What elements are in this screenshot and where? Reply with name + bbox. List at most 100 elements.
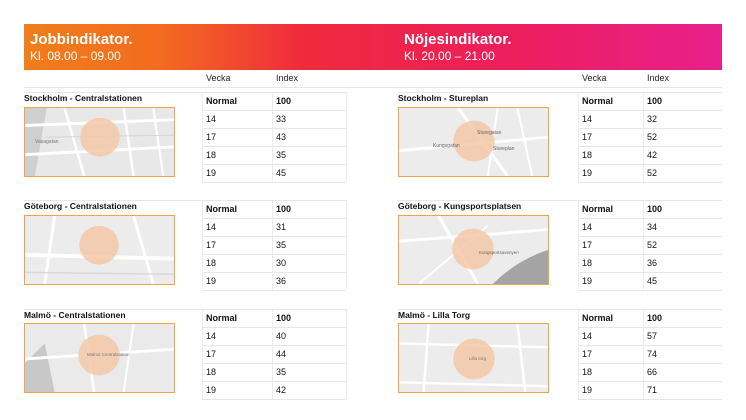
week-cell: 17 [582,349,593,359]
map-label: Stureplan [493,146,515,152]
location-label: Stockholm - Stureplan [398,93,489,103]
column-divider [346,200,347,290]
week-cell: 19 [206,385,217,395]
map-label: Malmö Centralstation [87,352,130,357]
row-divider [578,218,722,219]
index-cell: 57 [647,331,658,341]
row-divider [578,381,722,382]
index-cell: 71 [647,385,658,395]
row-divider [578,272,722,273]
row-divider [202,254,346,255]
column-divider [643,200,644,290]
week-cell: 14 [582,114,593,124]
left-subtitle: Kl. 08.00 – 09.00 [30,49,121,63]
index-cell: 36 [647,258,658,268]
index-cell: 52 [647,240,658,250]
week-normal-cell: Normal [206,96,238,106]
week-cell: 18 [206,150,217,160]
row-divider [578,164,722,165]
row-divider [202,128,346,129]
location-label: Göteborg - Centralstationen [24,201,137,211]
week-cell: 19 [582,385,593,395]
column-divider [202,309,203,399]
column-divider [643,92,644,182]
left-col-week-header: Vecka [206,73,231,83]
index-normal-cell: 100 [276,96,292,106]
column-divider [202,200,203,290]
map-label: Vasagatan [35,139,59,145]
row-divider [578,110,722,111]
week-cell: 17 [206,240,217,250]
map-thumbnail [24,215,175,285]
week-cell: 17 [582,132,593,142]
index-cell: 74 [647,349,658,359]
index-normal-cell: 100 [276,313,292,323]
index-normal-cell: 100 [647,313,663,323]
index-cell: 34 [647,222,658,232]
row-divider [202,363,346,364]
column-divider [578,309,579,399]
map-label: Kungsportsavenyen [479,250,519,255]
index-cell: 30 [276,258,287,268]
row-divider [578,345,722,346]
week-cell: 14 [582,222,593,232]
row-divider [398,200,722,201]
left-title: Jobbindikator. [30,31,133,48]
index-cell: 40 [276,331,287,341]
week-cell: 14 [206,222,217,232]
location-label: Göteborg - Kungsportsplatsen [398,201,522,211]
index-normal-cell: 100 [276,204,292,214]
index-cell: 32 [647,114,658,124]
week-cell: 18 [206,258,217,268]
week-cell: 14 [582,331,593,341]
row-divider [202,146,346,147]
location-label: Malmö - Lilla Torg [398,310,471,320]
map-thumbnail: Kungsgatan Sturegatan Stureplan [398,107,549,177]
row-divider [202,290,346,291]
week-normal-cell: Normal [582,96,614,106]
week-cell: 18 [582,367,593,377]
index-normal-cell: 100 [647,96,663,106]
index-cell: 45 [276,168,287,178]
row-divider [202,218,346,219]
index-cell: 42 [276,385,287,395]
index-cell: 35 [276,150,287,160]
location-label: Malmö - Centralstationen [24,310,126,320]
row-divider [202,182,346,183]
row-divider [24,200,346,201]
week-cell: 19 [206,168,217,178]
index-cell: 66 [647,367,658,377]
right-col-index-header: Index [647,73,670,83]
map-label: Sturegatan [477,130,502,136]
index-cell: 33 [276,114,287,124]
index-normal-cell: 100 [647,204,663,214]
row-divider [24,92,346,93]
index-cell: 36 [276,276,287,286]
map-thumbnail: Vasagatan [24,107,175,177]
week-cell: 18 [582,258,593,268]
row-divider [578,399,722,400]
right-subtitle: Kl. 20.00 – 21.00 [404,49,495,63]
column-divider [272,92,273,182]
row-divider [24,309,346,310]
index-cell: 45 [647,276,658,286]
row-divider [578,182,722,183]
column-divider [346,309,347,399]
row-divider [24,87,722,88]
column-divider [578,200,579,290]
week-normal-cell: Normal [206,313,238,323]
week-cell: 14 [206,331,217,341]
row-divider [202,272,346,273]
column-divider [346,92,347,182]
index-cell: 52 [647,132,658,142]
week-cell: 17 [206,132,217,142]
week-cell: 17 [206,349,217,359]
row-divider [398,92,722,93]
index-cell: 35 [276,367,287,377]
row-divider [202,110,346,111]
index-cell: 44 [276,349,287,359]
row-divider [202,381,346,382]
week-normal-cell: Normal [582,204,614,214]
row-divider [578,327,722,328]
index-cell: 35 [276,240,287,250]
